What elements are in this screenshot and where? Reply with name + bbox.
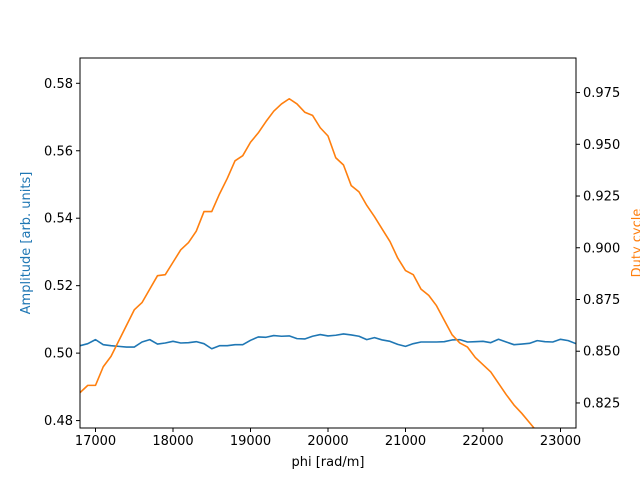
x-axis: 17000 18000 19000 20000 21000 22000 23000 [75,428,581,449]
x-tick-label: 18000 [152,434,193,449]
left-y-tick-label: 0.56 [44,144,73,159]
x-axis-label: phi [rad/m] [292,455,365,470]
right-y-axis-label: Duty cycle [630,209,640,278]
right-y-axis: 0.825 0.850 0.875 0.900 0.925 0.950 0.975 [576,86,620,411]
left-y-tick-label: 0.50 [44,347,73,362]
left-y-axis-label: Amplitude [arb. units] [19,172,34,315]
x-tick-label: 21000 [385,434,426,449]
right-y-tick-label: 0.850 [583,345,620,360]
duty-cycle-series-line [80,97,536,428]
left-y-axis: 0.48 0.50 0.52 0.54 0.56 0.58 [44,77,80,429]
right-y-tick-label: 0.950 [583,138,620,153]
x-tick-label: 22000 [462,434,503,449]
x-tick-label: 17000 [75,434,116,449]
right-y-tick-label: 0.875 [583,293,620,308]
x-tick-label: 20000 [307,434,348,449]
series-layer [80,97,576,428]
amplitude-series-line [80,333,576,350]
left-y-tick-label: 0.48 [44,414,73,429]
right-y-tick-label: 0.925 [583,190,620,205]
right-y-tick-label: 0.975 [583,86,620,101]
right-y-tick-label: 0.825 [583,396,620,411]
x-tick-label: 23000 [540,434,581,449]
left-y-tick-label: 0.58 [44,77,73,92]
left-y-tick-label: 0.54 [44,212,73,227]
x-tick-label: 19000 [230,434,271,449]
left-y-tick-label: 0.52 [44,279,73,294]
right-y-tick-label: 0.900 [583,241,620,256]
